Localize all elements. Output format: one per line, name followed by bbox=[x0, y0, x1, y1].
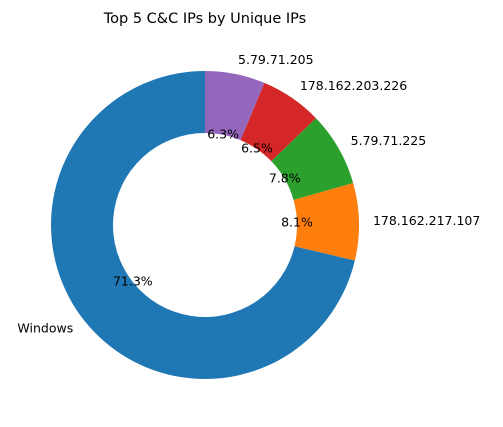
slice-windows bbox=[51, 71, 355, 379]
slice-label-178-162-203-226: 178.162.203.226 bbox=[300, 78, 407, 93]
pct-label-5-79-71-205: 6.3% bbox=[207, 126, 239, 141]
labels-layer: Windows 71.3% 178.162.217.107 8.1% 5.79.71.2… bbox=[17, 52, 480, 336]
slices-layer bbox=[51, 71, 360, 379]
slice-178-162-217-107 bbox=[293, 182, 360, 261]
slice-label-5-79-71-205: 5.79.71.205 bbox=[238, 52, 314, 67]
slice-178-162-203-226 bbox=[240, 82, 316, 162]
pct-label-windows: 71.3% bbox=[113, 274, 153, 289]
slice-5-79-71-205 bbox=[205, 71, 265, 141]
slice-label-5-79-71-225: 5.79.71.225 bbox=[351, 133, 427, 148]
slice-label-178-162-217-107: 178.162.217.107 bbox=[373, 213, 480, 228]
slice-5-79-71-225 bbox=[271, 118, 354, 200]
chart-title: Top 5 C&C IPs by Unique IPs bbox=[103, 11, 306, 27]
slice-label-windows: Windows bbox=[17, 321, 73, 336]
pct-label-178-162-217-107: 8.1% bbox=[281, 214, 313, 229]
pct-label-5-79-71-225: 7.8% bbox=[269, 171, 301, 186]
pct-label-178-162-203-226: 6.5% bbox=[241, 141, 273, 156]
